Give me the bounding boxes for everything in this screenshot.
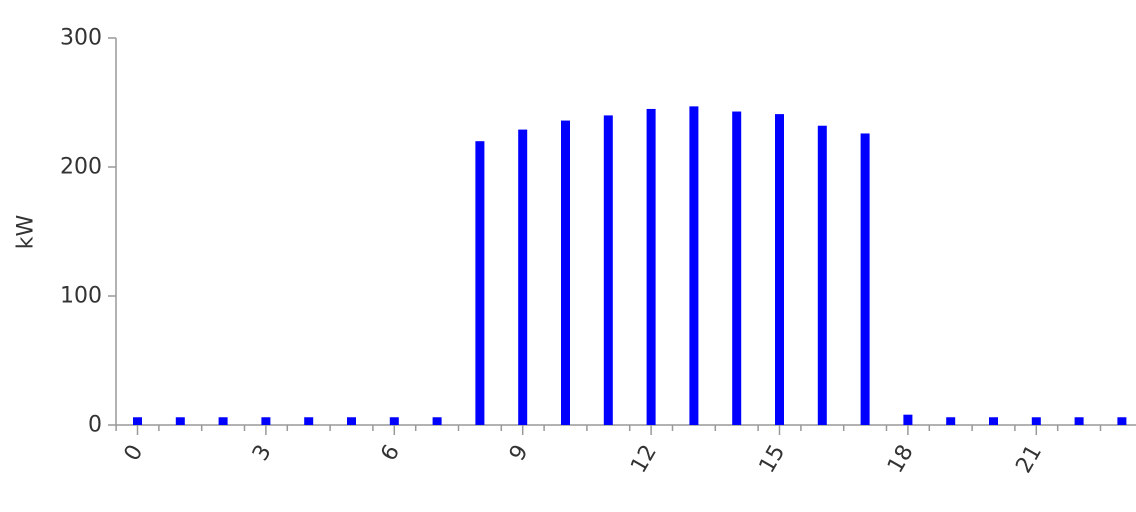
bar-hour-20 [989, 417, 998, 425]
bar-hour-10 [561, 120, 570, 425]
bar-hour-23 [1117, 417, 1127, 425]
bar-hour-22 [1074, 417, 1084, 425]
x-tick-label: 18 [883, 441, 919, 478]
x-tick-label: 9 [505, 441, 534, 466]
bar-hour-3 [261, 417, 271, 425]
bar-hour-8 [475, 141, 485, 425]
y-axis-title: kW [14, 215, 39, 250]
bar-hour-5 [347, 417, 356, 425]
y-tick-label: 200 [60, 155, 102, 180]
x-tick-label: 12 [626, 441, 662, 478]
y-tick-label: 100 [60, 284, 102, 309]
x-tick-label: 3 [248, 441, 277, 466]
bar-hour-17 [860, 133, 870, 425]
bar-hour-2 [218, 417, 228, 425]
bar-hour-9 [518, 129, 528, 425]
x-axis: 0 3 6 9 12 15 18 21 [115, 424, 1136, 478]
y-tick-label: 0 [88, 413, 102, 438]
y-tick-label: 300 [60, 26, 102, 51]
bar-hour-15 [775, 114, 784, 426]
bar-hour-11 [603, 115, 613, 426]
bar-hour-4 [304, 417, 314, 425]
bar-hour-21 [1031, 417, 1041, 425]
x-tick-label: 6 [376, 441, 405, 466]
bar-hour-6 [389, 417, 399, 425]
bar-hour-0 [133, 417, 142, 425]
x-tick-label: 0 [120, 441, 149, 466]
bar-hour-12 [646, 108, 656, 425]
bar-hour-14 [732, 111, 742, 425]
x-tick-label: 15 [755, 441, 791, 478]
x-tick-label: 21 [1011, 441, 1047, 478]
bar-hour-18 [903, 414, 913, 425]
bar-hour-16 [817, 125, 827, 425]
bar-hour-1 [175, 417, 185, 425]
bar-hour-13 [689, 106, 699, 426]
bar-hour-7 [432, 417, 442, 425]
bars [133, 106, 1127, 426]
y-axis: 0 100 200 300 [60, 26, 117, 438]
bar-hour-19 [946, 417, 956, 425]
